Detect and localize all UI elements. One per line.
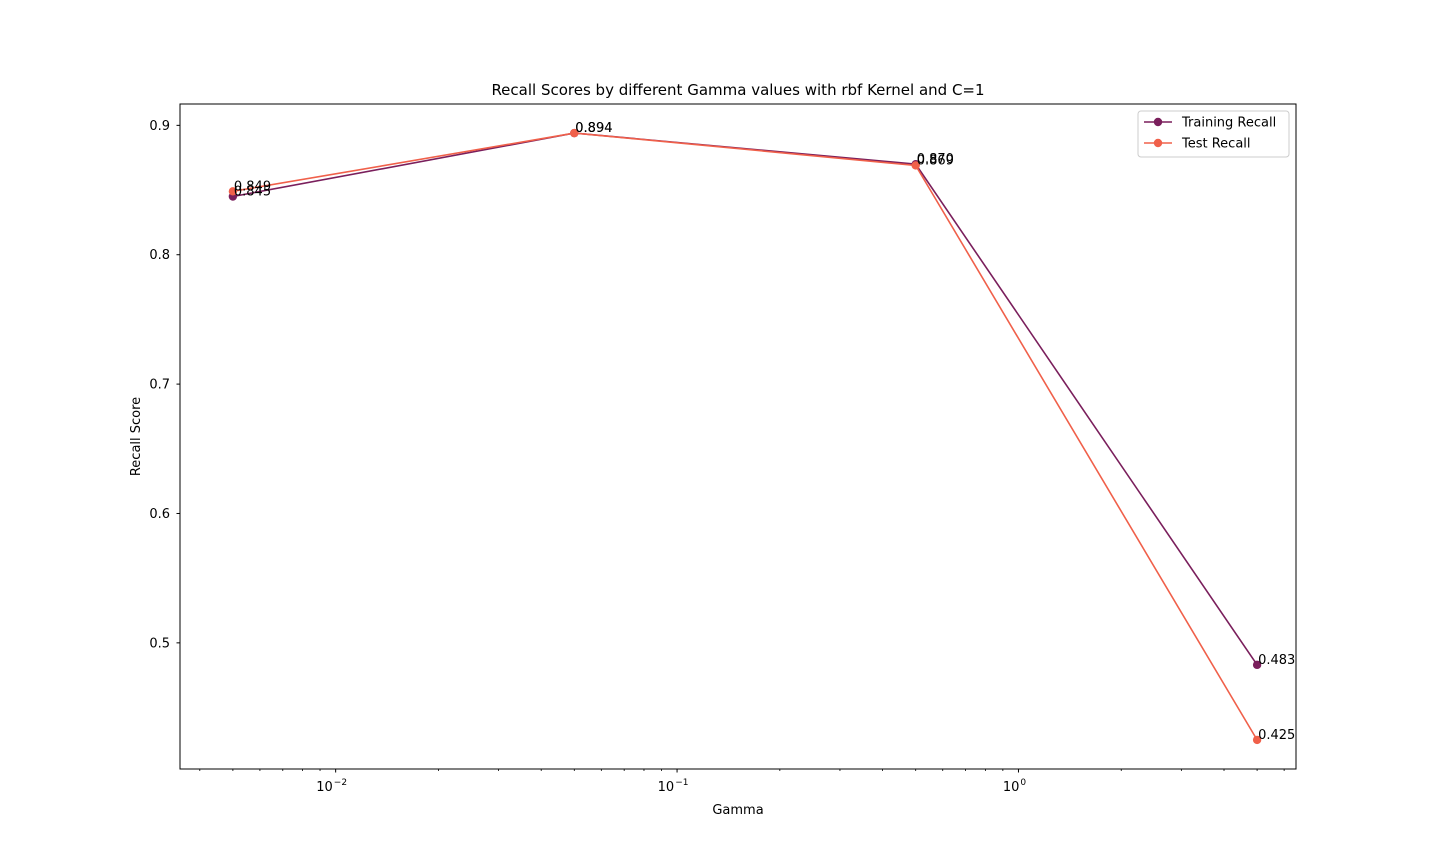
data-label: 0.849	[234, 179, 271, 194]
data-label: 0.894	[575, 121, 612, 136]
y-tick-label: 0.7	[149, 378, 170, 393]
chart-title: Recall Scores by different Gamma values …	[491, 81, 984, 99]
x-axis-label: Gamma	[712, 803, 763, 818]
data-point-marker	[1252, 660, 1262, 670]
x-tick-label: 10−2	[316, 778, 347, 795]
series-line-test-recall	[232, 132, 1258, 741]
y-tick-label: 0.8	[149, 248, 170, 263]
x-tick-label: 100	[1003, 778, 1027, 795]
y-tick-label: 0.6	[149, 507, 170, 522]
plot-area: 0.5 0.6 0.7 0.8 0.9 10−2 10−1 100 0.845 0.894 0.87…	[149, 119, 1295, 795]
y-axis-label: Recall Score	[129, 397, 144, 476]
data-label: 0.845	[234, 185, 271, 200]
data-point-marker	[228, 187, 238, 196]
legend: Training Recall Test Recall	[1137, 110, 1290, 158]
legend-box	[1137, 110, 1290, 158]
legend-marker	[1153, 138, 1163, 148]
data-point-marker	[1252, 735, 1262, 745]
data-point-marker	[570, 128, 579, 138]
data-label: 0.425	[1258, 728, 1295, 743]
data-label: 0.483	[1258, 653, 1295, 668]
y-tick-label: 0.9	[149, 119, 170, 134]
data-label: 0.870	[917, 152, 954, 167]
data-point-marker	[911, 161, 920, 170]
plot-frame	[179, 103, 1297, 770]
legend-label: Test Recall	[1181, 137, 1251, 152]
data-label: 0.869	[917, 153, 954, 168]
series-line-training-recall	[232, 132, 1258, 666]
legend-marker	[1153, 117, 1163, 127]
y-tick-label: 0.5	[149, 636, 170, 651]
x-tick-label: 10−1	[658, 778, 689, 795]
legend-label: Training Recall	[1181, 116, 1276, 131]
data-label: 0.894	[575, 121, 612, 136]
